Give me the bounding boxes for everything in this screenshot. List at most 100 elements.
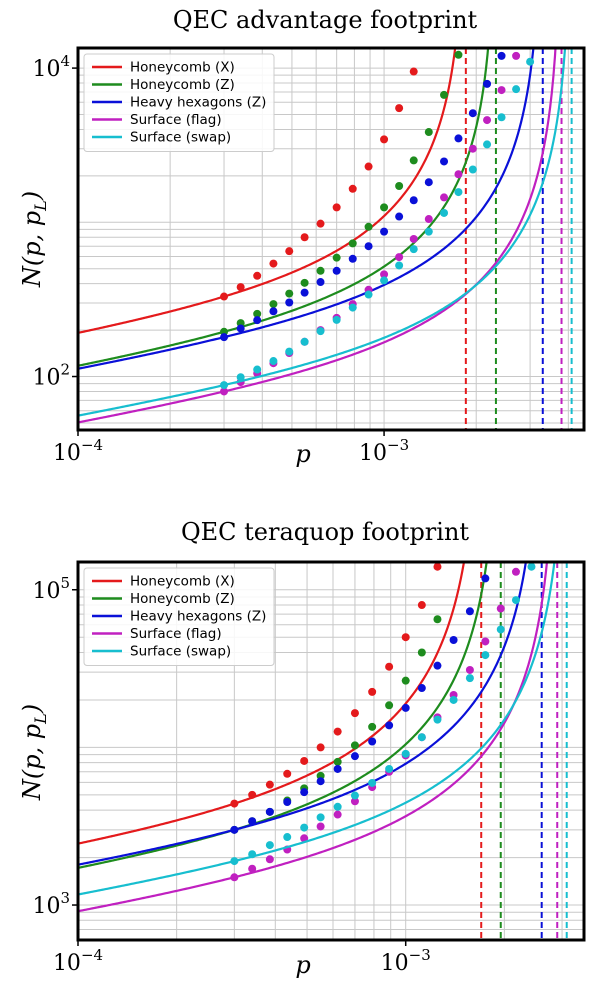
chart-2-data-point-5-2	[248, 850, 257, 859]
chart-2-axes-frame	[76, 560, 586, 942]
chart-1-data-point-1-11	[380, 135, 389, 144]
chart-1-data-point-1-12	[395, 104, 404, 113]
chart-1-data-point-5-11	[380, 276, 389, 285]
chart-1-data-point-2-4	[269, 300, 278, 309]
chart-2-data-point-3-11	[401, 703, 410, 712]
chart-2-data-point-2-7	[333, 757, 342, 766]
chart-2-data-point-1-7	[333, 727, 342, 736]
chart-1-data-point-2-14	[424, 128, 433, 137]
chart-1-data-point-3-13	[409, 196, 418, 205]
chart-2-data-point-5-10	[385, 764, 394, 773]
chart-2-data-point-1-1	[230, 799, 239, 808]
chart-2-data-point-5-18	[511, 596, 520, 605]
chart-1-data-point-3-15	[440, 157, 449, 166]
chart-2-data-point-4-17	[496, 604, 505, 613]
chart-2-data-point-5-13	[433, 715, 442, 724]
chart-2-data-point-4-7	[333, 810, 342, 819]
chart-2-data-point-5-4	[283, 833, 292, 842]
chart-1-data-point-2-3	[253, 309, 262, 318]
chart-1-data-point-2-10	[364, 222, 373, 231]
chart-2-legend: Honeycomb (X)Honeycomb (Z) Heavy hexagons…	[83, 567, 275, 666]
chart-1-data-point-5-3	[253, 365, 262, 374]
chart-1-data-point-2-5	[285, 289, 294, 298]
chart-2-series-line-2	[78, 562, 488, 869]
chart-1-data-point-1-9	[348, 184, 357, 193]
chart-2-data-point-3-7	[333, 764, 342, 773]
chart-1-data-point-4-11	[380, 270, 389, 279]
chart-1-data-point-4-13	[409, 234, 418, 243]
chart-1-title: QEC advantage footprint	[173, 6, 478, 34]
chart-2-data-point-1-11	[401, 633, 410, 642]
chart-2-data-point-3-6	[316, 777, 325, 786]
chart-1-data-point-3-4	[269, 307, 278, 316]
chart-1-data-point-1-10	[364, 162, 373, 171]
chart-2-data-point-1-2	[248, 790, 257, 799]
chart-1-data-point-2-6	[300, 278, 309, 287]
chart-2-data-point-5-20	[543, 520, 551, 528]
chart-2-data-point-5-5	[300, 823, 309, 832]
chart-2-data-point-1-12	[417, 601, 426, 610]
chart-2-y-axis-label: N(p, pL)	[18, 704, 50, 801]
chart-1-axes-frame	[76, 46, 586, 432]
chart-1-data-point-4-20	[512, 51, 521, 60]
chart-1-data-point-3-8	[332, 266, 341, 275]
chart-2-data-point-1-8	[350, 709, 359, 718]
chart-2-legend-label-4: Surface (flag)	[130, 626, 222, 642]
chart-1-series-line-3	[78, 48, 535, 370]
chart-1-legend-box	[83, 53, 275, 152]
chart-1-data-point-2-7	[316, 266, 325, 275]
chart-2-series-line-5	[78, 562, 556, 896]
chart-1-data-point-1-8	[332, 203, 341, 212]
chart-1-data-point-5-2	[236, 373, 245, 382]
chart-2-series-line-1	[78, 562, 466, 845]
chart-1-data-point-2-13	[409, 156, 418, 165]
chart-2-data-point-3-15	[465, 607, 474, 616]
chart-2-data-point-5-1	[230, 857, 239, 866]
chart-2-legend-label-2: Honeycomb (Z)	[130, 591, 235, 607]
chart-1-x-tick-label-1: 10−4	[53, 436, 103, 466]
chart-1-data-point-4-1	[220, 387, 229, 396]
chart-1-legend-label-3: Heavy hexagons (Z)	[130, 95, 266, 111]
chart-1-data-point-5-7	[316, 327, 325, 336]
chart-1-data-point-4-18	[483, 116, 492, 125]
chart-2-data-point-3-5	[300, 788, 309, 797]
chart-1-data-point-5-12	[395, 261, 404, 270]
chart-2-data-point-2-11	[401, 676, 410, 685]
chart-1-data-point-1-4	[269, 259, 278, 268]
chart-2-data-point-3-4	[283, 798, 292, 807]
chart-2-data-point-5-19	[527, 562, 536, 571]
chart-1-data-point-5-1	[220, 381, 229, 390]
chart-2-data-point-2-12	[417, 648, 426, 657]
chart-2-data-point-2-8	[350, 741, 359, 750]
chart-1-data-point-5-10	[364, 290, 373, 299]
chart-1-data-point-2-11	[380, 203, 389, 212]
chart-1-legend: Honeycomb (X)Honeycomb (Z) Heavy hexagons…	[83, 53, 275, 152]
chart-2-data-point-2-9	[368, 722, 377, 731]
chart-2-data-point-4-1	[230, 873, 239, 882]
chart-2-data-point-1-9	[368, 687, 377, 696]
chart-2-legend-label-3: Heavy hexagons (Z)	[130, 609, 266, 625]
chart-2-data-point-1-4	[283, 769, 292, 778]
chart-1-data-point-4-12	[395, 253, 404, 262]
chart-2-data-point-4-8	[350, 797, 359, 806]
chart-2-data-point-3-1	[230, 825, 239, 834]
chart-1-inner	[78, 48, 584, 430]
chart-2-data-point-1-5	[300, 756, 309, 765]
chart-2-data-point-5-7	[333, 802, 342, 811]
chart-1-data-point-5-14	[424, 227, 433, 236]
chart-2-data-point-4-3	[265, 855, 274, 864]
chart-2-data-point-1-10	[385, 662, 394, 671]
chart-1-y-tick-label-1: 102	[32, 361, 70, 391]
chart-1-data-point-1-3	[253, 271, 262, 280]
chart-1-data-point-4-19	[497, 86, 506, 95]
chart-1-legend-label-1: Honeycomb (X)	[130, 60, 235, 76]
chart-1-legend-label-2: Honeycomb (Z)	[130, 77, 235, 93]
chart-2-data-point-4-15	[465, 665, 474, 674]
chart-1-data-point-5-4	[269, 357, 278, 366]
chart-2-data-point-3-8	[350, 752, 359, 761]
chart-1-data-point-2-16	[454, 50, 463, 59]
chart-2-data-point-2-10	[385, 701, 394, 710]
chart-2-data-point-5-11	[401, 749, 410, 758]
chart-1-data-point-1-5	[285, 247, 294, 256]
